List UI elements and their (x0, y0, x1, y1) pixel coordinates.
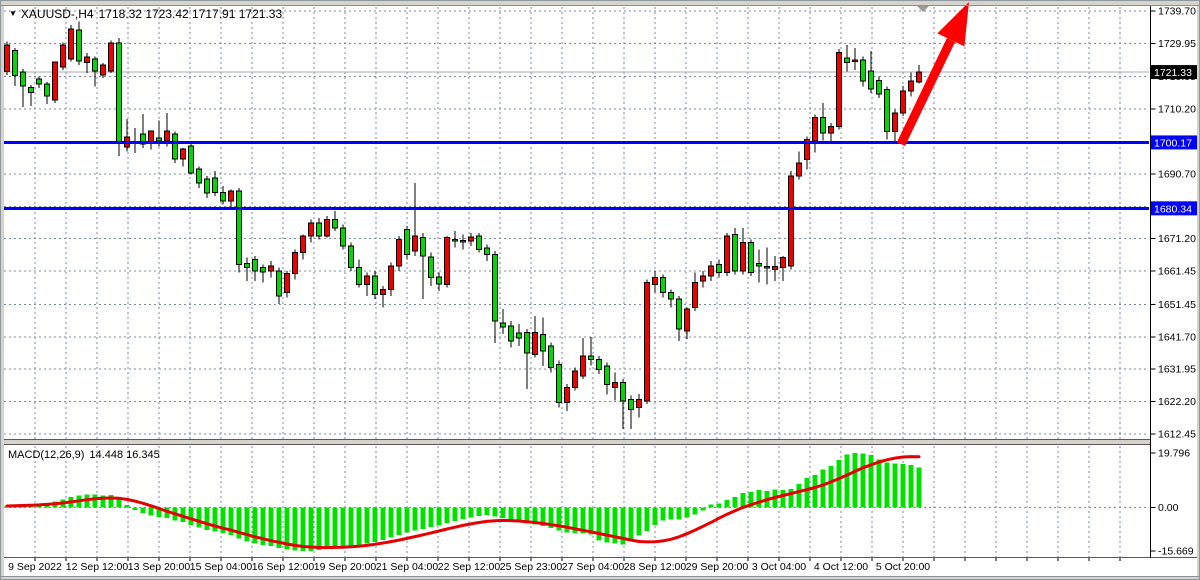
svg-text:1690.70: 1690.70 (1158, 168, 1196, 180)
chart-shift-marker-icon[interactable] (917, 6, 929, 12)
svg-text:3 Oct 04:00: 3 Oct 04:00 (752, 561, 806, 573)
svg-text:13 Sep 20:00: 13 Sep 20:00 (128, 561, 191, 573)
svg-text:1700.17: 1700.17 (1154, 137, 1192, 149)
hline-upper-tag: 1700.17 (1151, 135, 1197, 150)
macd-signal-line (5, 455, 921, 550)
svg-text:16 Sep 12:00: 16 Sep 12:00 (252, 561, 315, 573)
time-axis[interactable]: 9 Sep 2022 12 Sep 12:00 13 Sep 20:00 15 Sep… (8, 558, 1121, 573)
title-ohlc-values: 1718.32 1723.42 1717.91 1721.33 (98, 7, 283, 21)
svg-text:1710.20: 1710.20 (1158, 104, 1196, 116)
svg-text:1721.33: 1721.33 (1154, 67, 1192, 79)
svg-text:9 Sep 2022: 9 Sep 2022 (8, 561, 62, 573)
svg-text:1651.45: 1651.45 (1158, 299, 1196, 311)
svg-text:19.796: 19.796 (1158, 447, 1190, 459)
svg-text:29 Sep 20:00: 29 Sep 20:00 (686, 561, 749, 573)
svg-text:-15.669: -15.669 (1158, 546, 1194, 558)
svg-text:27 Sep 04:00: 27 Sep 04:00 (562, 561, 625, 573)
svg-text:1661.45: 1661.45 (1158, 266, 1196, 278)
macd-indicator-label: MACD(12,26,9) 14.448 16.345 (8, 449, 160, 461)
panel-separator[interactable] (4, 5, 1197, 558)
svg-text:1671.20: 1671.20 (1158, 233, 1196, 245)
svg-text:21 Sep 04:00: 21 Sep 04:00 (376, 561, 439, 573)
current-price-tag: 1721.33 (1151, 65, 1197, 80)
macd-indicator-values: 14.448 16.345 (89, 449, 160, 461)
svg-text:1622.20: 1622.20 (1158, 396, 1196, 408)
svg-text:1612.45: 1612.45 (1158, 429, 1196, 441)
svg-text:15 Sep 04:00: 15 Sep 04:00 (190, 561, 253, 573)
svg-text:28 Sep 12:00: 28 Sep 12:00 (624, 561, 687, 573)
svg-text:19 Sep 20:00: 19 Sep 20:00 (314, 561, 377, 573)
svg-text:25 Sep 23:00: 25 Sep 23:00 (500, 561, 563, 573)
chart-menu-triangle-icon[interactable]: ▼ (9, 9, 17, 18)
title-symbol-period: XAUUSD-,H4 (20, 7, 94, 21)
candlesticks (4, 21, 922, 430)
macd-indicator-name: MACD(12,26,9) (8, 449, 85, 461)
svg-text:5 Oct 20:00: 5 Oct 20:00 (876, 561, 930, 573)
hline-lower-tag: 1680.34 (1151, 201, 1197, 216)
svg-text:12 Sep 12:00: 12 Sep 12:00 (66, 561, 129, 573)
svg-text:1729.95: 1729.95 (1158, 38, 1196, 50)
trend-arrow-object[interactable] (896, 2, 969, 146)
svg-text:1680.34: 1680.34 (1154, 203, 1192, 215)
svg-text:1641.70: 1641.70 (1158, 331, 1196, 343)
svg-text:22 Sep 12:00: 22 Sep 12:00 (438, 561, 501, 573)
svg-text:4 Oct 12:00: 4 Oct 12:00 (814, 561, 868, 573)
svg-text:0.00: 0.00 (1158, 502, 1179, 514)
chart-title: ▼ XAUUSD-,H4 1718.32 1723.42 1717.91 1721.… (9, 7, 282, 21)
price-axis[interactable]: 1739.701729.951719.951710.201700.451690.… (1150, 6, 1197, 559)
svg-text:1631.95: 1631.95 (1158, 364, 1196, 376)
svg-text:1739.70: 1739.70 (1158, 6, 1196, 18)
